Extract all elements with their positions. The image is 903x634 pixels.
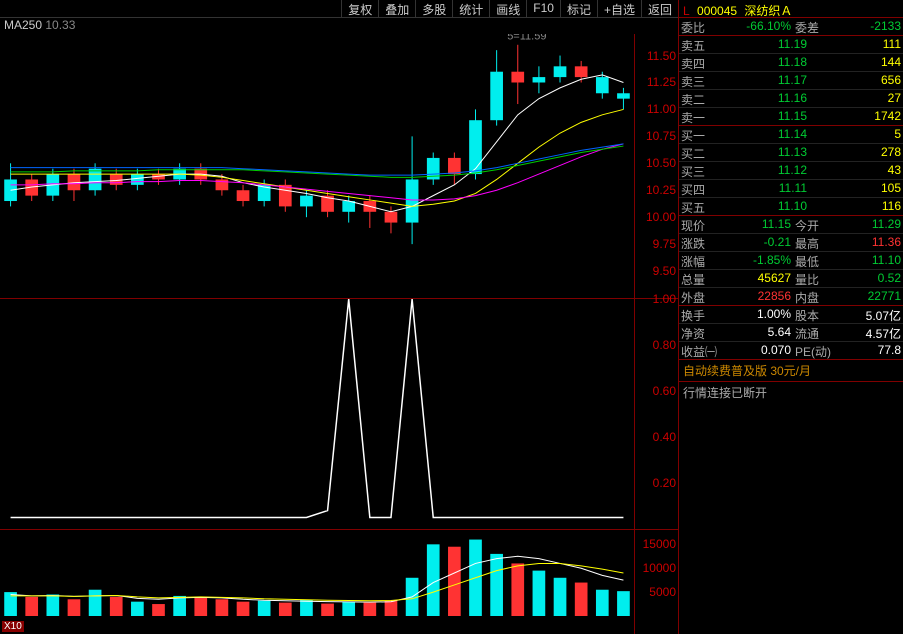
main-candlestick-chart[interactable]: 5=11.59 xyxy=(0,34,634,298)
orderbook-row: 买三11.12 43 xyxy=(679,162,903,180)
info-row: 涨跌-0.21 最高11.36 xyxy=(679,234,903,252)
orderbook-row: 卖四11.18 144 xyxy=(679,54,903,72)
toolbar-item[interactable]: 标记 xyxy=(560,0,597,17)
toolbar-item[interactable]: F10 xyxy=(526,0,560,17)
commit-row: 委比 -66.10% 委差 -2133 xyxy=(679,18,903,36)
toolbar-item[interactable]: 叠加 xyxy=(378,0,415,17)
orderbook-row: 卖五11.19 111 xyxy=(679,36,903,54)
orderbook-row: 买一11.14 5 xyxy=(679,126,903,144)
sub-indicator-chart[interactable] xyxy=(0,298,634,529)
info-row: 换手1.00% 股本5.07亿 xyxy=(679,306,903,324)
toolbar-item[interactable]: +自选 xyxy=(597,0,641,17)
toolbar-item[interactable]: 多股 xyxy=(415,0,452,17)
info-row: 净资5.64 流通4.57亿 xyxy=(679,324,903,342)
volume-chart[interactable]: X10 xyxy=(0,529,634,634)
orderbook-row: 卖三11.17 656 xyxy=(679,72,903,90)
autopay-notice[interactable]: 自动续费普及版 30元/月 xyxy=(679,360,903,382)
toolbar: 复权叠加多股统计画线F10标记+自选返回 xyxy=(0,0,678,18)
svg-text:5=11.59: 5=11.59 xyxy=(507,34,546,42)
orderbook-row: 卖一11.15 1742 xyxy=(679,108,903,126)
quote-panel: L 000045 深纺织Ａ 委比 -66.10% 委差 -2133 卖五11.1… xyxy=(679,0,903,634)
ma-indicator: MA250 10.33 xyxy=(0,18,678,34)
orderbook-row: 买四11.11 105 xyxy=(679,180,903,198)
toolbar-item[interactable]: 返回 xyxy=(641,0,678,17)
info-row: 收益㈠0.070 PE(动)77.8 xyxy=(679,342,903,360)
orderbook-row: 卖二11.16 27 xyxy=(679,90,903,108)
info-row: 总量45627 量比0.52 xyxy=(679,270,903,288)
vol-yaxis: 15000100005000 xyxy=(634,529,678,634)
toolbar-item[interactable]: 复权 xyxy=(341,0,378,17)
stock-header: L 000045 深纺织Ａ xyxy=(679,0,903,18)
info-row: 涨幅-1.85% 最低11.10 xyxy=(679,252,903,270)
x10-indicator: X10 xyxy=(2,621,24,632)
orderbook-row: 买五11.10 116 xyxy=(679,198,903,216)
disconnect-notice: 行情连接已断开 xyxy=(679,382,903,403)
main-yaxis: 11.5011.2511.0010.7510.5010.2510.009.759… xyxy=(634,34,678,298)
info-row: 现价11.15 今开11.29 xyxy=(679,216,903,234)
info-row: 外盘22856 内盘22771 xyxy=(679,288,903,306)
sub-yaxis: 1.000.800.600.400.20 xyxy=(634,298,678,529)
toolbar-item[interactable]: 统计 xyxy=(452,0,489,17)
toolbar-item[interactable]: 画线 xyxy=(489,0,526,17)
orderbook-row: 买二11.13 278 xyxy=(679,144,903,162)
